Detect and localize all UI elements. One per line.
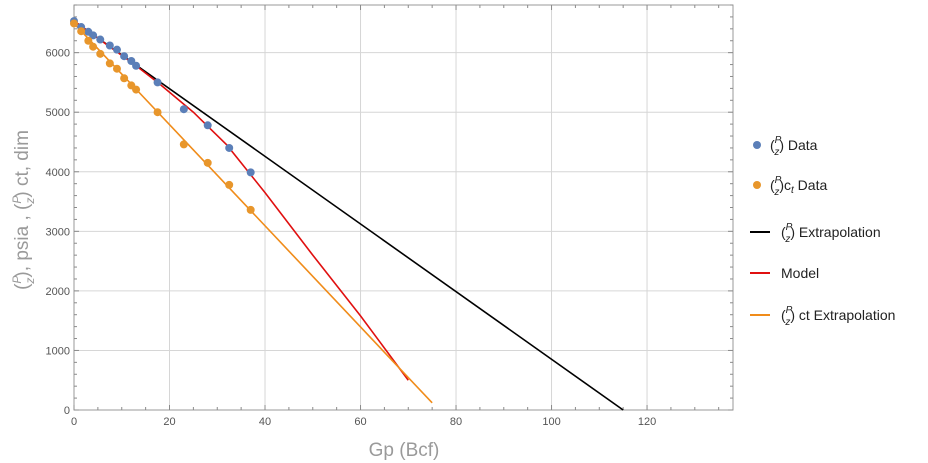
y-tick-label: 1000 xyxy=(46,345,70,357)
series-points xyxy=(70,17,255,214)
legend-label-pz-extrapolation: (P z) Extrapolation xyxy=(781,222,881,245)
legend-marker-pzct-data xyxy=(753,181,761,189)
y-axis-title-text: (Pz), psia , (Pz) ct, dim xyxy=(10,130,37,290)
series-line-p-z-extrapolation xyxy=(73,20,624,411)
y-tick-label: 2000 xyxy=(46,286,70,298)
point-p-z-ct-data xyxy=(105,59,114,68)
legend-label-model: Model xyxy=(781,265,819,281)
legend-item-pz-data: (P z) Data xyxy=(753,135,818,158)
y-title-part2: ), psia , ( xyxy=(12,203,33,278)
x-tick-label: 40 xyxy=(259,416,271,428)
point-p-z-data xyxy=(112,45,121,54)
plot-border xyxy=(73,4,734,411)
point-p-z-data xyxy=(203,121,212,130)
legend-marker-pz-data xyxy=(753,141,761,149)
x-tick-label: 100 xyxy=(542,416,560,428)
y-axis-title: (Pz), psia , (Pz) ct, dim xyxy=(10,130,37,290)
point-p-z-data xyxy=(132,61,141,70)
y-title-part3: ) ct, dim xyxy=(12,130,33,198)
point-p-z-data xyxy=(179,105,188,114)
y-tick-label: 6000 xyxy=(46,48,70,60)
legend-item-pzct-data: (P z)ct Data xyxy=(753,175,827,198)
series-line-p-z-ct-extrapolation xyxy=(73,22,433,404)
legend-item-pz-extrapolation: (P z) Extrapolation xyxy=(750,222,881,245)
grid-lines xyxy=(73,5,733,411)
point-p-z-ct-data xyxy=(179,140,188,149)
point-p-z-ct-data xyxy=(246,205,255,214)
y-title-z: z xyxy=(23,278,37,285)
y-title-p: P xyxy=(10,276,24,284)
y-title-z2: z xyxy=(23,198,37,205)
y-tick-label: 5000 xyxy=(46,107,70,119)
point-p-z-ct-data xyxy=(70,19,78,28)
point-p-z-ct-data xyxy=(203,158,212,167)
point-p-z-ct-data xyxy=(77,27,86,36)
point-p-z-ct-data xyxy=(225,180,234,189)
point-p-z-ct-data xyxy=(120,74,129,83)
point-p-z-ct-data xyxy=(84,36,93,45)
point-p-z-ct-data xyxy=(112,64,121,73)
point-p-z-data xyxy=(120,52,129,61)
legend-label-pzct-extrapolation: (P z) ct Extrapolation xyxy=(781,305,895,328)
point-p-z-ct-data xyxy=(89,42,98,51)
point-p-z-data xyxy=(96,35,105,44)
plot-frame xyxy=(73,4,734,411)
legend-label-pzct-data: (P z)ct Data xyxy=(770,175,827,198)
x-tick-label: 80 xyxy=(450,416,462,428)
legend-item-pzct-extrapolation: (P z) ct Extrapolation xyxy=(750,305,895,328)
point-p-z-ct-data xyxy=(132,85,141,94)
point-p-z-data xyxy=(225,143,234,152)
x-tick-label: 60 xyxy=(354,416,366,428)
x-axis-title: Gp (Bcf) xyxy=(369,440,440,461)
point-p-z-data xyxy=(105,41,114,50)
y-tick-label: 0 xyxy=(64,405,70,417)
x-tick-label: 120 xyxy=(638,416,656,428)
y-tick-label: 4000 xyxy=(46,167,70,179)
y-tick-label: 3000 xyxy=(46,226,70,238)
point-p-z-ct-data xyxy=(96,49,105,58)
legend-item-model: Model xyxy=(750,265,819,281)
x-tick-label: 0 xyxy=(71,416,77,428)
point-p-z-data xyxy=(89,31,98,40)
axis-ticks: 0 20 40 60 80 100 120 0 1000 2000 3000 4000 5000 6000 xyxy=(46,4,733,428)
legend-label-pz-data: (P z) Data xyxy=(770,135,818,158)
point-p-z-ct-data xyxy=(153,108,162,117)
legend: (P z) Data (P z)ct Data (P z) Extrapolation… xyxy=(750,135,895,328)
point-p-z-data xyxy=(246,168,255,177)
x-tick-label: 20 xyxy=(163,416,175,428)
y-title-p2: P xyxy=(10,196,24,204)
point-p-z-data xyxy=(153,78,162,87)
y-title-paren-open: ( xyxy=(12,283,33,290)
